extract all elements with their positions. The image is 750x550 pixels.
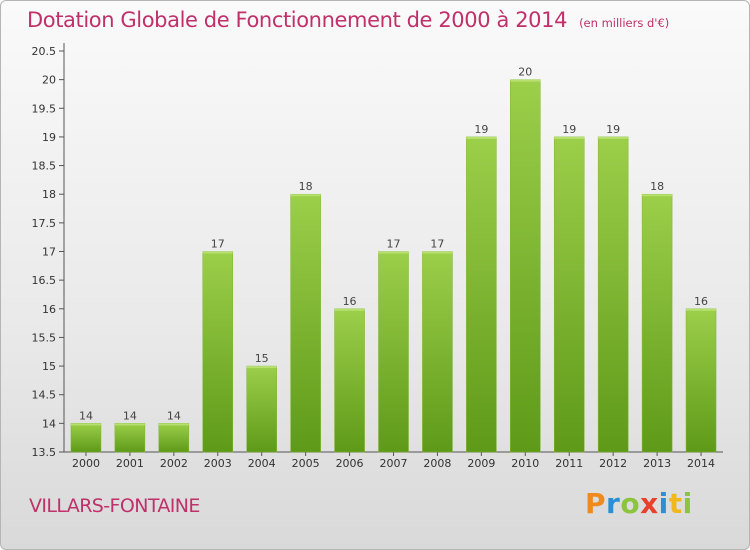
x-tick-label: 2005 (292, 457, 320, 470)
x-tick-label: 2006 (336, 457, 364, 470)
y-tick-label: 18 (42, 188, 56, 201)
y-tick-label: 18.5 (32, 160, 57, 173)
data-label: 17 (387, 238, 401, 251)
bar (466, 136, 497, 453)
bar-highlight (378, 251, 409, 254)
data-label: 18 (650, 180, 664, 193)
logo-letter: o (620, 487, 641, 520)
x-tick-label: 2007 (380, 457, 408, 470)
bar-highlight (466, 136, 497, 139)
bar-highlight (334, 308, 365, 311)
y-tick-label: 20 (42, 74, 56, 87)
data-label: 14 (79, 409, 93, 422)
bar (246, 365, 277, 453)
logo-letter: P (585, 487, 607, 520)
bar-highlight (598, 136, 629, 139)
bar (553, 136, 585, 453)
data-label: 16 (343, 295, 357, 308)
chart-subtitle: (en milliers d'€) (579, 16, 670, 30)
x-tick-label: 2008 (423, 457, 451, 470)
x-tick-label: 2001 (116, 457, 144, 470)
place-name: VILLARS-FONTAINE (29, 495, 200, 517)
logo-letter: t (668, 487, 683, 520)
bar-highlight (202, 251, 233, 254)
bar (422, 251, 453, 453)
x-tick-label: 2014 (687, 457, 715, 470)
data-label: 16 (694, 295, 708, 308)
y-tick-label: 19 (42, 131, 56, 144)
bar-highlight (642, 194, 673, 197)
y-tick-label: 13.5 (32, 446, 57, 459)
y-tick-label: 19.5 (32, 102, 57, 115)
y-tick-label: 16 (42, 303, 56, 316)
bar-highlight (510, 79, 541, 82)
x-tick-label: 2012 (599, 457, 627, 470)
x-tick-label: 2004 (248, 457, 276, 470)
bar-highlight (686, 308, 717, 311)
data-label: 19 (606, 123, 620, 136)
data-label: 20 (518, 66, 532, 79)
x-tick-label: 2003 (204, 457, 232, 470)
y-tick-label: 15 (42, 360, 56, 373)
x-tick-label: 2013 (643, 457, 671, 470)
logo-letter: i (682, 487, 693, 520)
bar (641, 193, 673, 453)
y-tick-label: 14 (42, 417, 56, 430)
bar-highlight (158, 423, 189, 426)
bar (510, 79, 541, 453)
bar (597, 136, 629, 453)
data-label: 14 (167, 409, 181, 422)
data-label: 14 (123, 409, 137, 422)
x-tick-label: 2009 (467, 457, 495, 470)
x-tick-label: 2010 (511, 457, 539, 470)
bar-highlight (246, 366, 277, 369)
bar-highlight (290, 194, 321, 197)
y-tick-label: 17.5 (32, 217, 57, 230)
y-tick-label: 17 (42, 246, 56, 259)
bar-highlight (422, 251, 453, 254)
data-label: 19 (562, 123, 576, 136)
bar (685, 308, 717, 453)
bar-highlight (554, 136, 585, 139)
proxiti-logo: Proxiti (585, 487, 693, 520)
y-tick-label: 14.5 (32, 389, 57, 402)
title-row: Dotation Globale de Fonctionnement de 20… (27, 8, 669, 32)
bar (290, 193, 321, 453)
x-tick-label: 2011 (555, 457, 583, 470)
y-tick-label: 15.5 (32, 331, 57, 344)
logo-letter: i (658, 487, 669, 520)
data-label: 17 (430, 238, 444, 251)
y-tick-label: 20.5 (32, 45, 57, 58)
x-tick-label: 2002 (160, 457, 188, 470)
logo-letter: r (606, 487, 621, 520)
bar (158, 423, 190, 453)
chart-title: Dotation Globale de Fonctionnement de 20… (27, 8, 568, 32)
bar (378, 251, 409, 453)
logo-letter: x (640, 487, 659, 520)
bar (114, 423, 146, 453)
data-label: 17 (211, 238, 225, 251)
bar-highlight (70, 423, 101, 426)
data-label: 19 (474, 123, 488, 136)
data-label: 15 (255, 352, 269, 365)
data-label: 18 (299, 180, 313, 193)
y-tick-label: 16.5 (32, 274, 57, 287)
bar-highlight (114, 423, 145, 426)
x-tick-label: 2000 (72, 457, 100, 470)
bar (334, 308, 365, 453)
bar (202, 251, 234, 453)
bar (70, 423, 102, 453)
